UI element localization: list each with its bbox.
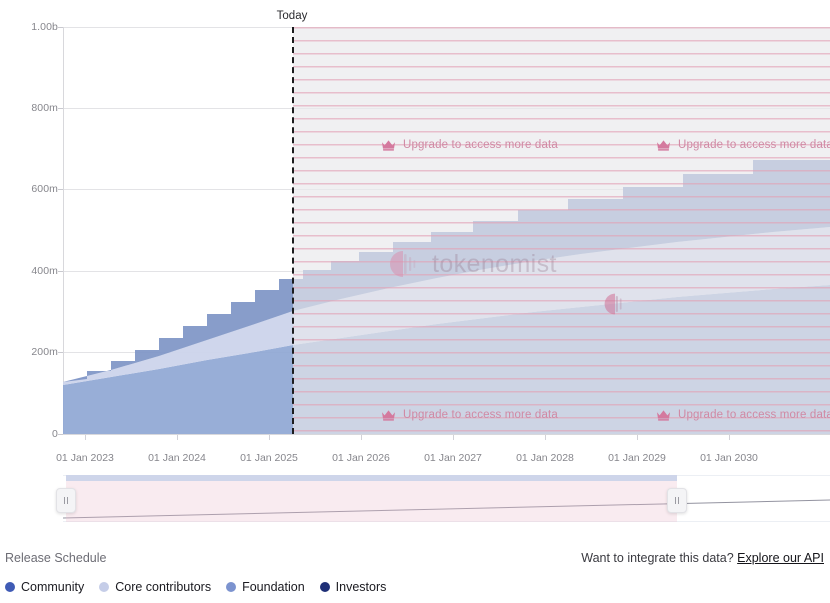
y-tick-label: 400m <box>31 265 58 277</box>
legend-dot-icon <box>5 582 15 592</box>
y-tick-label: 0 <box>52 428 58 440</box>
x-tick-label: 01 Jan 2029 <box>608 452 666 464</box>
range-slider-track[interactable] <box>63 475 830 522</box>
chart-range-slider[interactable] <box>56 475 830 522</box>
y-tick-label: 1.00b <box>31 21 58 33</box>
chart-footer: Release Schedule Want to integrate this … <box>0 540 830 603</box>
legend-label: Community <box>21 580 85 594</box>
x-tick-label: 01 Jan 2026 <box>332 452 390 464</box>
legend-item-investors[interactable]: Investors <box>319 580 387 594</box>
legend-dot-icon <box>99 582 110 592</box>
y-axis-labels: 1.00b 800m 600m 400m 200m 0 <box>0 0 63 470</box>
api-cta-text: Want to integrate this data? <box>581 551 734 565</box>
legend-dot-icon <box>319 582 330 592</box>
legend-label: Foundation <box>242 580 305 594</box>
x-axis-labels: 01 Jan 2023 01 Jan 2024 01 Jan 2025 01 J… <box>0 452 830 470</box>
range-slider-right-handle[interactable] <box>667 488 687 513</box>
legend-label: Core contributors <box>115 580 212 594</box>
x-tick-label: 01 Jan 2024 <box>148 452 206 464</box>
plot-area: tokenomist <box>63 27 830 434</box>
chart-canvas: 1.00b 800m 600m 400m 200m 0 <box>0 0 830 470</box>
x-axis-line <box>63 434 830 435</box>
x-tick-label: 01 Jan 2030 <box>700 452 758 464</box>
today-marker-label: Today <box>276 10 308 22</box>
footer-top-row: Release Schedule Want to integrate this … <box>0 551 830 571</box>
x-tick-label: 01 Jan 2025 <box>240 452 298 464</box>
y-tick-label: 600m <box>31 183 58 195</box>
x-tick-label: 01 Jan 2023 <box>56 452 114 464</box>
legend-item-foundation[interactable]: Foundation <box>226 580 305 594</box>
stacked-area-series <box>63 160 830 434</box>
legend-dot-icon <box>226 582 237 592</box>
chart-legend: Community Core contributors Foundation I… <box>5 580 394 594</box>
y-tick-label: 200m <box>31 346 58 358</box>
x-tick-label: 01 Jan 2027 <box>424 452 482 464</box>
legend-label: Investors <box>335 580 387 594</box>
api-cta: Want to integrate this data? Explore our… <box>581 551 824 565</box>
y-tick-label: 800m <box>31 102 58 114</box>
today-marker-line <box>292 27 294 434</box>
chart-title: Release Schedule <box>5 551 107 565</box>
range-slider-left-handle[interactable] <box>56 488 76 513</box>
y-axis-line <box>63 27 64 434</box>
x-tick-label: 01 Jan 2028 <box>516 452 574 464</box>
legend-item-community[interactable]: Community <box>5 580 84 594</box>
legend-item-core-contributors[interactable]: Core contributors <box>99 580 211 594</box>
range-slider-preview <box>63 499 830 519</box>
explore-our-api-link[interactable]: Explore our API <box>737 551 824 565</box>
range-slider-selection[interactable] <box>66 475 677 522</box>
